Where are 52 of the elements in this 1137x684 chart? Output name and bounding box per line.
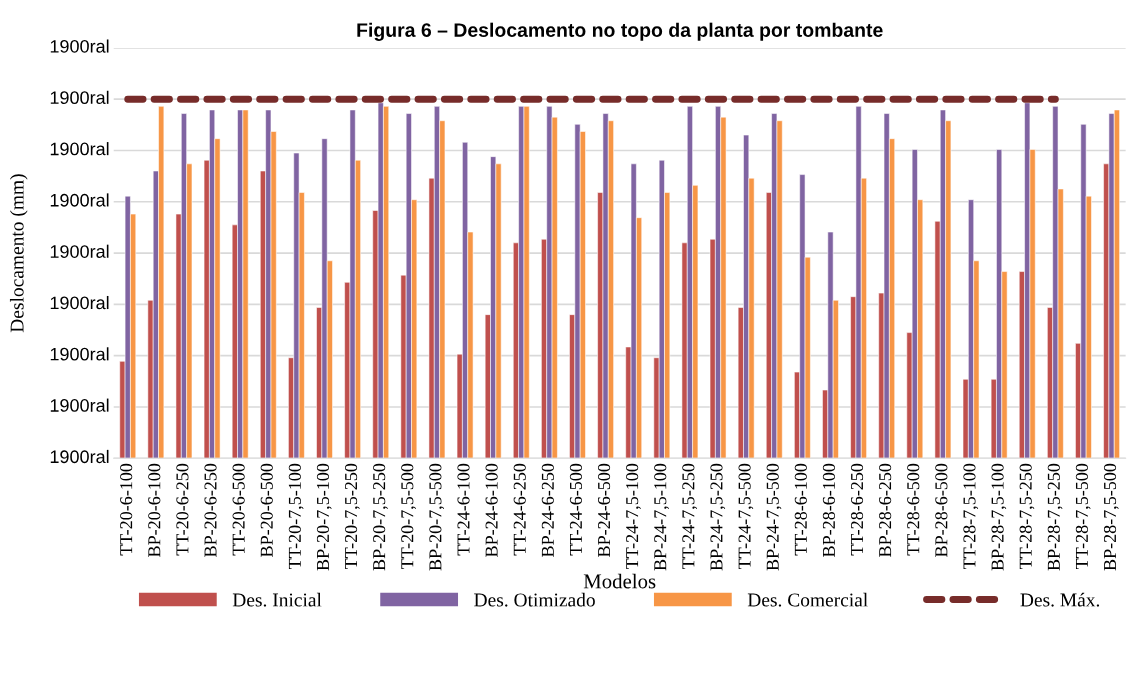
x-tick-label: BP-20-7,5-500: [429, 463, 445, 571]
x-tick-label: TT-28-6-250: [850, 463, 864, 556]
x-tick-label: BP-28-7,5-250: [1047, 463, 1063, 571]
x-tick-label: TT-28-6-500: [907, 463, 920, 556]
legend-label: Des. Otimizado: [474, 592, 595, 607]
x-tick-label: BP-28-7,5-100: [991, 463, 1007, 571]
x-tick-label: BP-24-7,5-250: [710, 463, 726, 571]
x-tick-label: TT-24-6-100: [457, 463, 470, 556]
text: 1900ral: [50, 449, 109, 464]
text: 1900ral: [50, 193, 109, 207]
legend-label: Des. Comercial: [747, 592, 868, 607]
x-tick-label: TT-24-7,5-250: [682, 463, 698, 569]
x-tick-label: TT-20-7,5-100: [288, 463, 304, 569]
x-tick-label: BP-28-7,5-500: [1103, 463, 1119, 571]
x-tick-label: BP-20-6-100: [148, 463, 161, 557]
x-tick-label: TT-28-7,5-500: [1075, 463, 1091, 569]
x-tick-label: BP-20-6-250: [204, 463, 217, 557]
x-axis-title: Modelos: [583, 573, 656, 589]
legend-label: Des. Máx.: [1020, 592, 1100, 607]
text: 1900ral: [50, 39, 109, 53]
text: 1900ral: [50, 90, 109, 105]
x-tick-label: TT-20-6-250: [176, 463, 189, 556]
x-tick-label: BP-24-7,5-500: [766, 463, 782, 571]
text: 1900ral: [50, 142, 109, 156]
x-tick-label: BP-20-7,5-250: [373, 463, 388, 571]
x-tick-label: TT-24-6-250: [513, 463, 526, 556]
x-tick-label: BP-28-6-500: [935, 463, 948, 557]
x-tick-label: BP-24-6-250: [541, 463, 554, 557]
x-tick-label: TT-24-7,5-100: [626, 463, 641, 569]
x-tick-label: TT-28-7,5-250: [1019, 463, 1035, 569]
legend-label: Des. Inicial: [232, 592, 322, 607]
x-tick-label: BP-24-6-100: [485, 463, 498, 557]
x-tick-label: BP-24-6-500: [597, 463, 611, 557]
x-tick-label: TT-24-7,5-500: [738, 463, 754, 569]
y-axis-title: Deslocamento (mm): [9, 174, 28, 333]
text: 1900ral: [50, 398, 109, 412]
x-tick-label: BP-20-6-500: [260, 463, 273, 557]
x-tick-label: TT-20-7,5-500: [401, 463, 416, 569]
text: 1900ral: [50, 347, 109, 361]
x-tick-label: BP-24-7,5-100: [654, 463, 669, 571]
text: 1900ral: [50, 295, 109, 310]
x-tick-label: TT-20-7,5-250: [344, 463, 360, 569]
x-tick-label: BP-28-6-100: [822, 463, 835, 557]
x-tick-label: TT-20-6-500: [232, 463, 245, 556]
chart-title: Figura 6 – Deslocamento no topo da planta por tombante: [357, 22, 883, 41]
x-tick-label: TT-28-6-100: [794, 463, 807, 556]
x-tick-label: BP-28-6-250: [879, 463, 892, 557]
x-tick-label: TT-24-6-500: [569, 463, 583, 556]
x-tick-label: TT-20-6-100: [120, 463, 133, 556]
text: 1900ral: [50, 244, 109, 258]
x-tick-label: BP-20-7,5-100: [316, 463, 332, 571]
x-tick-label: TT-28-7,5-100: [963, 463, 979, 569]
